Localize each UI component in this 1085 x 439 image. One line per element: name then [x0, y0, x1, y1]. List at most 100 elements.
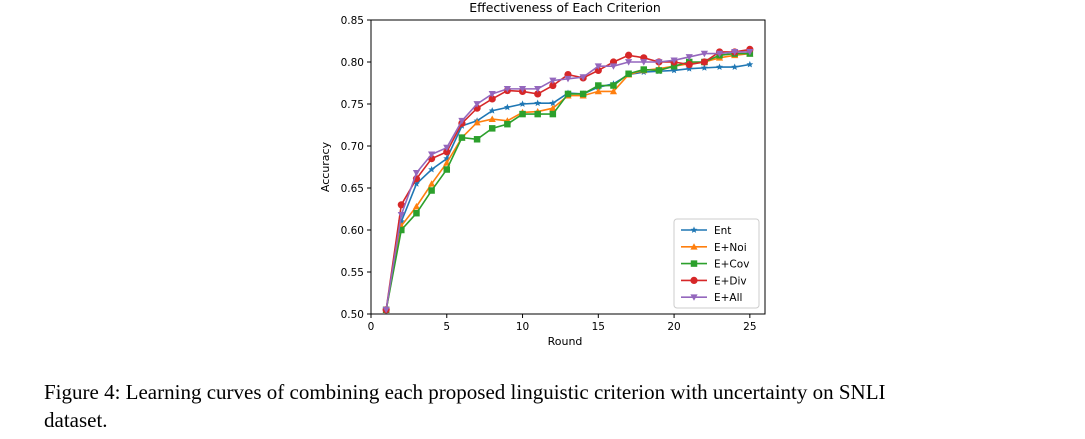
data-point: [412, 202, 421, 210]
data-point: [488, 125, 496, 132]
x-tick-label: 15: [592, 321, 605, 333]
data-point: [534, 110, 541, 118]
figure-caption: Figure 4: Learning curves of combining e…: [44, 378, 1054, 434]
data-point: [690, 243, 698, 250]
caption-line-1: Figure 4: Learning curves of combining e…: [44, 380, 886, 404]
y-tick-label: 0.70: [341, 141, 364, 153]
x-tick-label: 10: [516, 321, 529, 333]
data-point: [609, 87, 618, 95]
legend-item: E+Noi: [681, 242, 747, 254]
data-point: [458, 134, 466, 141]
data-point: [488, 95, 496, 103]
legend-item: E+Cov: [681, 259, 749, 271]
data-point: [731, 63, 739, 70]
data-point: [746, 60, 754, 68]
data-point: [549, 77, 557, 85]
data-point: [488, 115, 496, 122]
data-point: [549, 99, 557, 107]
data-point: [564, 75, 572, 83]
y-tick-label: 0.50: [341, 309, 364, 321]
data-point: [458, 117, 466, 125]
data-point: [428, 151, 436, 158]
data-point: [594, 87, 602, 95]
data-point: [685, 60, 693, 69]
data-point: [610, 82, 617, 89]
data-point: [594, 66, 602, 74]
y-tick-label: 0.65: [341, 183, 364, 195]
legend-label: E+Div: [714, 275, 747, 287]
data-point: [564, 90, 572, 98]
y-axis: 0.50 0.55 0.60 0.65 0.70 0.75 0.80 0.85: [341, 15, 371, 321]
legend-label: E+Cov: [714, 259, 749, 271]
data-point: [398, 226, 405, 234]
data-point: [594, 63, 602, 70]
legend-frame: [673, 218, 760, 309]
data-point: [625, 59, 633, 66]
data-point: [412, 170, 421, 177]
data-point: [746, 49, 754, 56]
y-tick-label: 0.75: [341, 99, 364, 111]
data-point: [443, 144, 451, 152]
data-point: [700, 50, 708, 58]
data-point: [579, 90, 587, 98]
data-point: [700, 58, 708, 66]
y-tick-label: 0.55: [341, 267, 364, 279]
legend: Ent E+Noi E+Cov E+Div E+All: [673, 218, 760, 309]
data-point: [534, 90, 542, 98]
data-point: [655, 67, 663, 74]
data-point: [428, 165, 436, 173]
data-point: [595, 82, 602, 89]
data-point: [609, 63, 618, 70]
data-point: [534, 86, 542, 93]
legend-item: Ent: [681, 225, 731, 237]
legend-label: E+Noi: [714, 242, 747, 254]
data-point: [397, 212, 405, 219]
legend-label: Ent: [714, 225, 731, 237]
y-tick-label: 0.85: [341, 15, 364, 27]
data-point: [504, 120, 511, 128]
data-point: [715, 50, 724, 58]
data-point: [518, 86, 527, 93]
data-point: [700, 64, 708, 71]
data-point: [473, 101, 481, 108]
chart-title: Effectiveness of Each Criterion: [469, 0, 661, 15]
data-point: [503, 103, 511, 111]
y-tick-label: 0.60: [341, 225, 364, 237]
plot-frame: [370, 19, 766, 315]
data-point: [488, 91, 496, 98]
data-point: [473, 118, 481, 126]
x-tick-label: 20: [667, 321, 680, 333]
data-point: [716, 63, 723, 70]
data-point: [488, 107, 496, 114]
data-point: [428, 187, 435, 194]
series-e-all: [382, 49, 754, 314]
data-point: [655, 59, 663, 66]
data-point: [685, 54, 693, 61]
x-axis: 0 5 10 15 20 25: [368, 314, 757, 333]
data-point: [473, 136, 481, 143]
data-point: [625, 70, 632, 77]
data-point: [443, 166, 451, 173]
legend-item: E+Div: [681, 275, 747, 287]
data-point: [690, 294, 698, 301]
data-point: [549, 110, 557, 118]
data-point: [731, 49, 739, 56]
data-point: [503, 86, 511, 93]
data-point: [670, 66, 678, 74]
data-point: [534, 99, 542, 107]
x-tick-label: 0: [368, 321, 375, 333]
legend-label: E+All: [714, 292, 742, 304]
data-point: [690, 226, 698, 233]
data-point: [670, 57, 678, 64]
data-point: [549, 81, 557, 90]
data-point: [685, 65, 693, 72]
data-point: [690, 276, 698, 284]
y-tick-label: 0.80: [341, 57, 364, 69]
data-point: [382, 306, 390, 314]
data-point: [690, 260, 698, 267]
data-point: [413, 209, 420, 217]
data-point: [413, 180, 420, 187]
data-point: [519, 110, 526, 118]
data-point: [625, 51, 633, 59]
data-point: [640, 66, 648, 73]
